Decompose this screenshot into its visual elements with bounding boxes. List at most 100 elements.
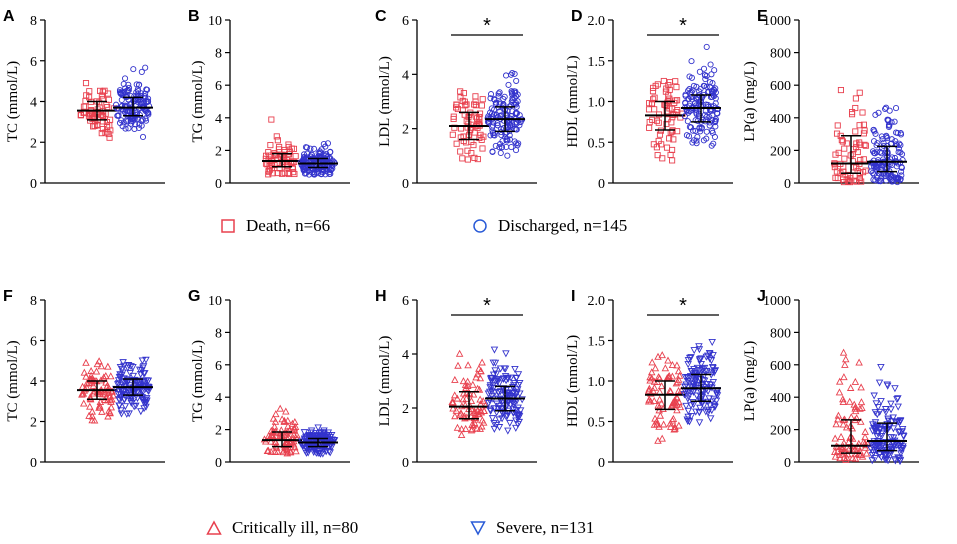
data-point-severe <box>140 381 148 389</box>
data-point-discharged <box>320 140 327 148</box>
data-point-discharged <box>703 43 710 50</box>
data-point-critically-ill <box>475 385 484 393</box>
data-point-critically-ill <box>97 376 105 384</box>
data-point-death <box>648 100 656 107</box>
data-point-critically-ill <box>675 371 684 379</box>
data-point-severe <box>687 383 695 391</box>
data-point-death <box>94 121 101 128</box>
data-point-critically-ill <box>861 427 869 435</box>
data-point-discharged <box>327 148 334 155</box>
data-point-death <box>833 168 840 175</box>
y-axis-label-b: TG (mmol/L) <box>190 60 206 142</box>
y-tick-label-c: 2 <box>402 123 409 138</box>
data-point-severe <box>497 405 506 413</box>
data-point-severe <box>486 407 495 415</box>
data-point-critically-ill <box>88 416 96 424</box>
data-point-discharged <box>872 111 879 118</box>
data-point-death <box>646 124 653 131</box>
y-tick-label-c: 0 <box>402 177 409 192</box>
data-point-severe <box>136 392 145 400</box>
data-point-death <box>478 102 485 109</box>
data-point-severe <box>141 396 150 404</box>
data-point-death <box>832 151 839 158</box>
data-point-death <box>834 122 841 129</box>
data-point-critically-ill <box>851 454 860 462</box>
data-point-critically-ill <box>478 422 486 430</box>
y-tick-label-f: 8 <box>30 294 37 309</box>
data-point-critically-ill <box>656 387 664 395</box>
data-point-discharged <box>508 88 515 95</box>
data-point-severe <box>495 402 503 410</box>
data-point-severe <box>116 391 125 399</box>
data-point-discharged <box>130 66 137 73</box>
data-point-severe <box>713 389 721 397</box>
data-point-severe <box>683 374 691 382</box>
data-point-critically-ill <box>89 381 98 389</box>
panel-label-i: I <box>571 288 575 305</box>
data-point-severe <box>488 388 496 396</box>
data-point-death <box>841 145 848 152</box>
data-point-severe <box>873 432 881 440</box>
data-point-death <box>860 121 867 128</box>
data-point-discharged <box>700 65 708 72</box>
data-point-critically-ill <box>675 421 683 429</box>
data-point-severe <box>712 397 721 405</box>
data-point-discharged <box>121 75 129 82</box>
y-tick-label-c: 6 <box>402 14 409 29</box>
data-point-death <box>653 117 661 124</box>
data-point-discharged <box>508 102 515 109</box>
data-point-critically-ill <box>670 396 679 404</box>
data-point-severe <box>518 396 526 404</box>
data-point-critically-ill <box>847 413 856 421</box>
data-point-death <box>669 105 676 112</box>
significance-star-i: * <box>679 295 687 317</box>
data-point-death <box>461 98 468 105</box>
data-point-death <box>649 88 657 95</box>
data-point-severe <box>695 419 704 427</box>
data-point-discharged <box>497 149 504 157</box>
data-point-death <box>285 170 292 177</box>
y-axis-label-a: TC (mmol/L) <box>5 61 21 142</box>
data-point-severe <box>141 382 150 390</box>
data-point-discharged <box>886 107 893 114</box>
data-point-critically-ill <box>104 362 112 370</box>
data-point-discharged <box>144 109 152 117</box>
data-point-severe <box>117 394 125 402</box>
y-tick-label-a: 8 <box>30 14 37 29</box>
data-point-critically-ill <box>280 446 288 454</box>
data-point-critically-ill <box>655 395 664 403</box>
data-point-severe <box>485 396 494 404</box>
data-point-death <box>99 118 107 125</box>
data-point-death <box>654 81 661 88</box>
data-point-severe <box>698 399 706 407</box>
data-point-severe <box>896 417 905 425</box>
data-point-critically-ill <box>452 406 461 414</box>
data-point-death <box>98 130 105 137</box>
data-point-severe <box>871 419 880 427</box>
data-point-critically-ill <box>858 452 867 460</box>
data-point-death <box>848 111 856 118</box>
data-point-discharged <box>683 132 690 139</box>
y-tick-label-d: 1.0 <box>588 96 606 111</box>
data-point-severe <box>684 392 692 400</box>
square-marker-icon <box>221 219 235 233</box>
data-point-death <box>663 144 671 151</box>
data-point-critically-ill <box>647 389 655 397</box>
data-point-critically-ill <box>95 401 104 409</box>
data-point-death <box>859 109 866 116</box>
data-point-discharged <box>496 89 503 96</box>
data-point-severe <box>123 379 132 387</box>
data-point-discharged <box>894 178 901 186</box>
y-axis-label-e: LP(a) (mg/L) <box>742 61 758 141</box>
data-point-death <box>464 147 471 154</box>
data-point-discharged <box>137 98 144 105</box>
data-point-death <box>474 156 481 163</box>
y-tick-label-g: 2 <box>215 424 222 439</box>
data-point-death <box>457 88 464 95</box>
data-point-severe <box>513 386 522 394</box>
data-point-severe <box>495 380 504 388</box>
data-point-critically-ill <box>464 361 472 369</box>
data-point-critically-ill <box>674 367 683 375</box>
data-point-discharged <box>498 144 505 151</box>
data-point-severe <box>489 384 498 392</box>
